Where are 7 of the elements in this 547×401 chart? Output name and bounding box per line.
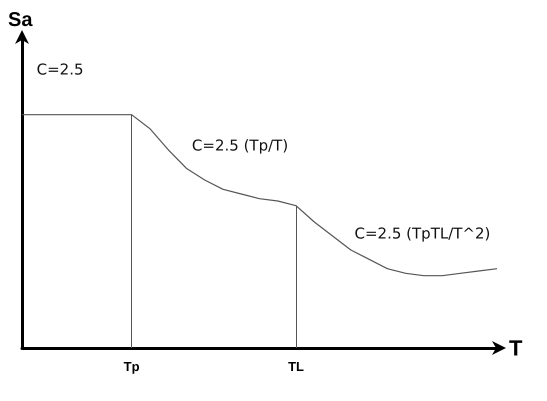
text: C=2.5 bbox=[36, 60, 84, 78]
y-axis-title: Sa bbox=[8, 9, 34, 31]
annotation: C=2.5 (TpTL/T^2) bbox=[354, 224, 490, 242]
x-axis-title: T bbox=[509, 336, 523, 360]
x-tick-label: Tp bbox=[124, 359, 140, 374]
annotation: C=2.5 (Tp/T) bbox=[192, 136, 288, 154]
x-tick-label: TL bbox=[288, 359, 304, 374]
